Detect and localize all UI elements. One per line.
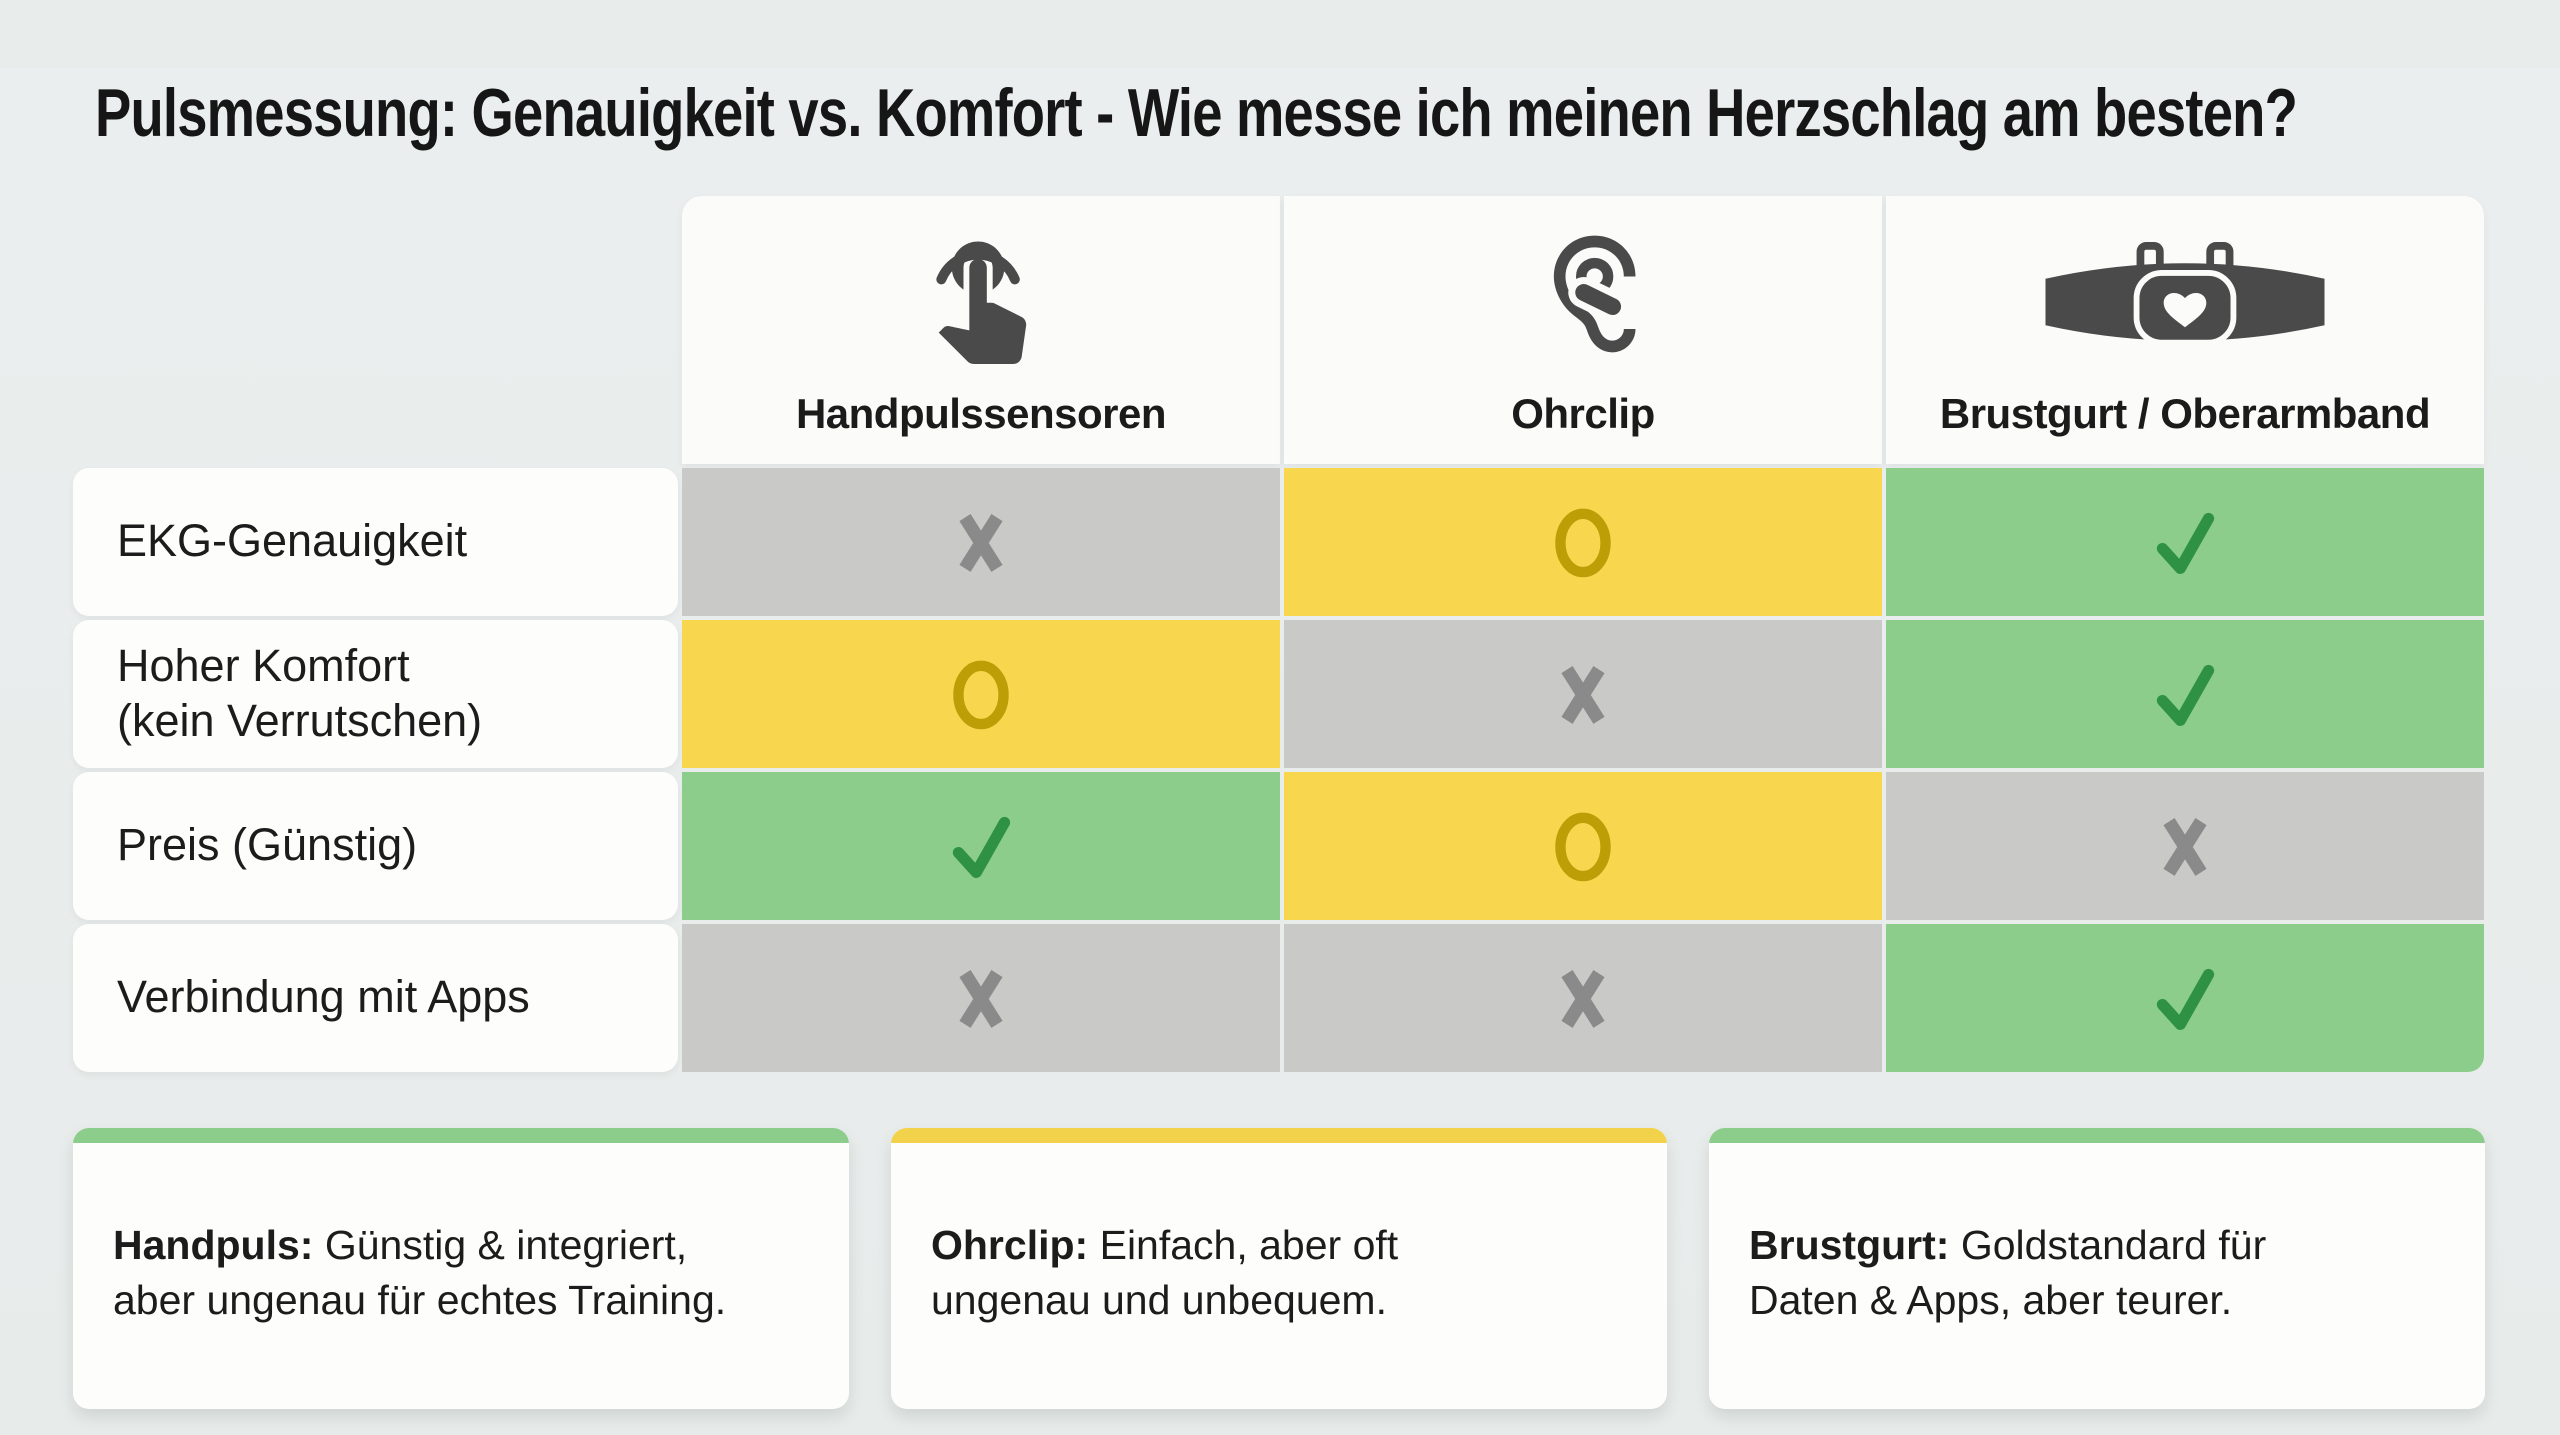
summary-card-handpuls: Handpuls: Günstig & integriert, aber ung…: [73, 1127, 849, 1410]
card-accent-bar: [891, 1127, 1667, 1143]
table-cell: [1284, 619, 1882, 768]
page-title: Pulsmessung: Genauigkeit vs. Komfort - W…: [95, 75, 2298, 151]
card-rest: Einfach, aber oft ungenau und unbequem.: [931, 1221, 1399, 1324]
table-cell: [1886, 771, 2484, 920]
table-cell: [1886, 619, 2484, 768]
table-corner-spacer: [73, 196, 678, 464]
cross-icon: [2163, 817, 2207, 876]
check-icon: [2156, 664, 2215, 726]
card-text: Brustgurt: Goldstandard für Daten & Apps…: [1709, 1184, 2485, 1369]
table-cell: [682, 467, 1280, 616]
column-label: Ohrclip: [1511, 389, 1655, 437]
card-text: Handpuls: Günstig & integriert, aber ung…: [73, 1184, 849, 1369]
table-cell: [1886, 923, 2484, 1072]
chest-strap-icon: [2045, 241, 2325, 346]
check-icon: [952, 816, 1011, 878]
circle-icon: [1555, 812, 1611, 882]
cross-icon: [1561, 969, 1605, 1028]
touch-hand-icon: [936, 241, 1027, 364]
table-cell: [1284, 923, 1882, 1072]
comparison-table: Handpulssensoren Ohrclip Brustgurt / Obe…: [73, 195, 2484, 1072]
column-header-brustgurt: Brustgurt / Oberarmband: [1886, 195, 2484, 464]
table-cell: [1886, 467, 2484, 616]
card-lead: Handpuls:: [113, 1221, 314, 1268]
check-icon: [2156, 968, 2215, 1030]
column-label: Handpulssensoren: [795, 389, 1167, 437]
card-accent-bar: [1709, 1127, 2485, 1143]
row-label-ekg-genauigkeit: EKG-Genauigkeit: [73, 467, 678, 616]
circle-icon: [1555, 508, 1611, 578]
column-header-ohrclip: Ohrclip: [1284, 195, 1882, 464]
table-cell: [1284, 771, 1882, 920]
column-header-handpulssensoren: Handpulssensoren: [682, 195, 1280, 464]
circle-icon: [953, 660, 1009, 730]
table-cell: [682, 923, 1280, 1072]
table-cell: [682, 771, 1280, 920]
summary-cards: Handpuls: Günstig & integriert, aber ung…: [73, 1127, 2560, 1410]
card-lead: Brustgurt:: [1749, 1221, 1950, 1268]
infographic: Pulsmessung: Genauigkeit vs. Komfort - W…: [0, 68, 2560, 1435]
cross-icon: [1561, 665, 1605, 724]
row-label-preis: Preis (Günstig): [73, 771, 678, 920]
ear-clip-icon: [1553, 235, 1636, 353]
row-label-hoher-komfort: Hoher Komfort (kein Verrutschen): [73, 619, 678, 768]
cross-icon: [959, 513, 1003, 572]
card-text: Ohrclip: Einfach, aber oft ungenau und u…: [891, 1184, 1667, 1369]
table-cell: [682, 619, 1280, 768]
cross-icon: [959, 969, 1003, 1028]
card-rest: Günstig & integriert, aber ungenau für e…: [113, 1221, 727, 1324]
column-label: Brustgurt / Oberarmband: [1939, 389, 2431, 437]
row-label-verbindung-mit-apps: Verbindung mit Apps: [73, 923, 678, 1072]
table-cell: [1284, 467, 1882, 616]
summary-card-ohrclip: Ohrclip: Einfach, aber oft ungenau und u…: [891, 1127, 1667, 1410]
card-accent-bar: [73, 1127, 849, 1143]
check-icon: [2156, 512, 2215, 574]
card-lead: Ohrclip:: [931, 1221, 1089, 1268]
summary-card-brustgurt: Brustgurt: Goldstandard für Daten & Apps…: [1709, 1127, 2485, 1410]
card-rest: Goldstandard für Daten & Apps, aber teur…: [1749, 1221, 2267, 1324]
